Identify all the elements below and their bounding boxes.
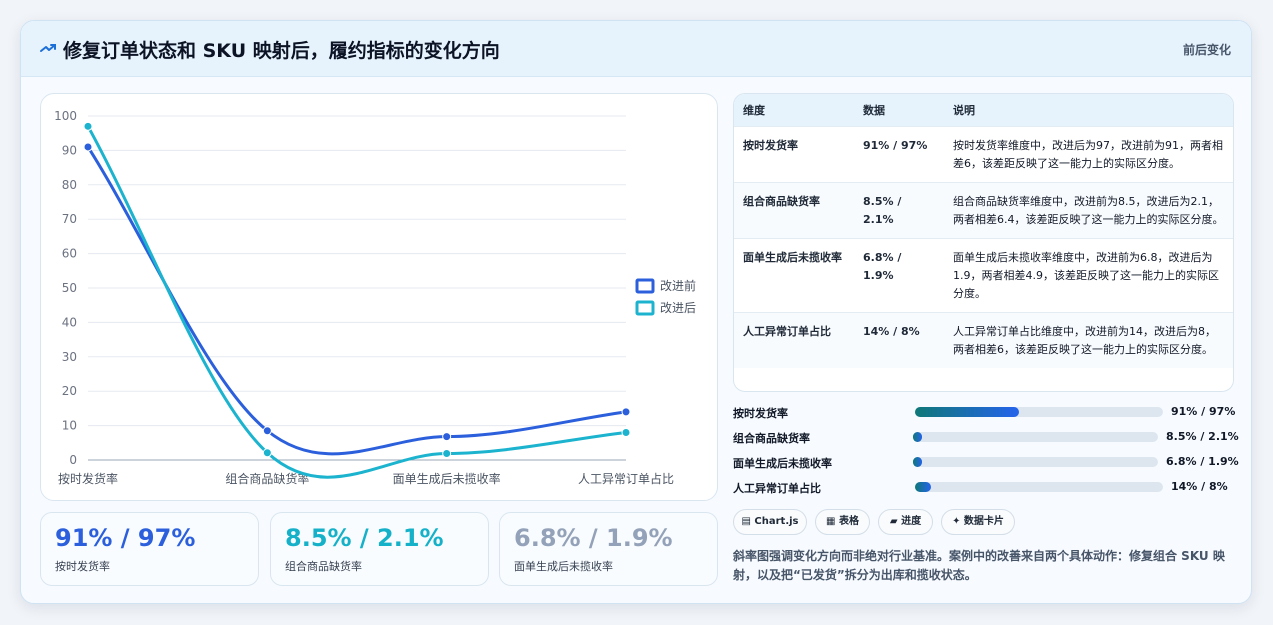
kpi-label: 面单生成后未揽收率: [514, 560, 613, 573]
progress-track: [913, 457, 1158, 467]
table-row: 组合商品缺货率 8.5% / 2.1% 组合商品缺货率维度中，改进前为8.5，改…: [734, 181, 1233, 238]
data-point: [621, 407, 631, 417]
column-header: 说明: [944, 94, 1233, 126]
column-header: 数据: [854, 94, 944, 126]
y-tick-label: 60: [62, 247, 77, 261]
data-point: [83, 121, 93, 131]
data-table-container: 维度 数据 说明 按时发货率 91% / 97% 按时发货率维度中，改进后为97…: [733, 93, 1234, 392]
progress-row: 面单生成后未揽收率 6.8% / 1.9%: [733, 453, 1239, 478]
progress-value: 91% / 97%: [1171, 405, 1236, 418]
data-point: [442, 432, 452, 442]
y-tick-label: 40: [62, 315, 77, 329]
y-tick-label: 0: [69, 453, 77, 467]
header-badge: 前后变化: [1182, 43, 1231, 57]
table-row: 按时发货率 91% / 97% 按时发货率维度中，改进后为97，改进前为91，两…: [734, 125, 1233, 182]
table-row: 人工异常订单占比 14% / 8% 人工异常订单占比维度中，改进前为14，改进后…: [734, 311, 1233, 368]
progress-track: [915, 482, 1163, 492]
table-header-row: 维度 数据 说明: [734, 94, 1233, 126]
data-point: [262, 426, 272, 436]
y-tick-label: 20: [62, 384, 77, 398]
chart-note: 斜率图强调变化方向而非绝对行业基准。案例中的改善来自两个具体动作：修复组合 SK…: [733, 549, 1225, 582]
chart-svg: 0 10 20 30 40 50 60 70 80 90 100 按时发货率 组合商品缺货率 面单生成后未…: [54, 109, 696, 486]
progress-bars: 按时发货率 91% / 97% 组合商品缺货率 8.5% / 2.1% 面单生成…: [733, 403, 1239, 503]
progress-fill: [915, 482, 932, 492]
data-point: [83, 142, 93, 152]
y-tick-label: 70: [62, 212, 77, 226]
progress-label: 组合商品缺货率: [733, 432, 810, 445]
kpi-label: 组合商品缺货率: [285, 560, 362, 573]
table-button[interactable]: ▦ 表格: [815, 509, 870, 535]
y-tick-label: 90: [62, 143, 77, 157]
legend-swatch: [635, 300, 655, 316]
table-cell-data: 8.5% / 2.1%: [854, 181, 944, 238]
table-cell-data: 91% / 97%: [854, 125, 944, 182]
x-tick-label: 面单生成后未揽收率: [393, 471, 501, 486]
card-header: 修复订单状态和 SKU 映射后，履约指标的变化方向 前后变化: [21, 21, 1251, 77]
progress-track: [913, 432, 1158, 442]
table-cell-data: 6.8% / 1.9%: [854, 237, 944, 312]
data-point: [442, 448, 452, 458]
kpi-value: 6.8% / 1.9%: [514, 524, 673, 552]
kpi-card-2: 8.5% / 2.1% 组合商品缺货率: [270, 512, 489, 586]
progress-track: [915, 407, 1163, 417]
table-cell-dimension: 按时发货率: [734, 125, 854, 182]
y-tick-label: 10: [62, 419, 77, 433]
page-title: 修复订单状态和 SKU 映射后，履约指标的变化方向: [63, 40, 500, 62]
trend-icon: [40, 44, 56, 52]
table-cell-description: 按时发货率维度中，改进后为97，改进前为91，两者相差6，该差距反映了这一能力上…: [944, 125, 1233, 182]
kpi-value: 8.5% / 2.1%: [285, 524, 444, 552]
x-tick-label: 按时发货率: [58, 471, 118, 486]
table-row: 面单生成后未揽收率 6.8% / 1.9% 面单生成后未揽收率维度中，改进前为6…: [734, 237, 1233, 312]
progress-fill: [913, 457, 922, 467]
series-line-1: [86, 146, 627, 456]
data-point: [262, 448, 272, 458]
legend-label: 改进前: [660, 278, 696, 293]
data-point: [621, 427, 631, 437]
line-chart: 0 10 20 30 40 50 60 70 80 90 100 按时发货率 组合商品缺货率 面单生成后未…: [40, 93, 718, 501]
series-line-2: [86, 125, 627, 479]
data-cards-button[interactable]: ✦ 数据卡片: [941, 509, 1015, 535]
progress-label: 人工异常订单占比: [733, 482, 821, 495]
progress-row: 组合商品缺货率 8.5% / 2.1%: [733, 428, 1239, 453]
y-tick-label: 50: [62, 281, 77, 295]
table-cell-dimension: 面单生成后未揽收率: [734, 237, 854, 312]
table-cell-description: 人工异常订单占比维度中，改进前为14，改进后为8，两者相差6，该差距反映了这一能…: [944, 311, 1233, 368]
progress-label: 按时发货率: [733, 407, 788, 420]
y-tick-label: 30: [62, 350, 77, 364]
y-tick-label: 80: [62, 178, 77, 192]
kpi-card-1: 91% / 97% 按时发货率: [40, 512, 259, 586]
kpi-value: 91% / 97%: [55, 524, 196, 552]
chartjs-button[interactable]: ▤ Chart.js: [733, 509, 807, 535]
progress-fill: [915, 407, 1020, 417]
kpi-card-3: 6.8% / 1.9% 面单生成后未揽收率: [499, 512, 718, 586]
progress-row: 按时发货率 91% / 97%: [733, 403, 1238, 428]
progress-label: 面单生成后未揽收率: [733, 457, 832, 470]
progress-value: 6.8% / 1.9%: [1166, 455, 1239, 468]
table-cell-dimension: 人工异常订单占比: [734, 311, 854, 368]
column-header: 维度: [734, 94, 854, 126]
legend-label: 改进后: [660, 301, 696, 315]
table-cell-dimension: 组合商品缺货率: [734, 181, 854, 238]
x-tick-label: 人工异常订单占比: [578, 471, 674, 486]
y-tick-label: 100: [54, 109, 77, 123]
progress-value: 14% / 8%: [1171, 480, 1228, 493]
main-card: 修复订单状态和 SKU 映射后，履约指标的变化方向 前后变化 0 10 20 30 40…: [20, 20, 1252, 604]
x-tick-label: 组合商品缺货率: [225, 471, 309, 486]
table-cell-description: 组合商品缺货率维度中，改进前为8.5，改进后为2.1，两者相差6.4，该差距反映…: [944, 181, 1233, 238]
progress-button[interactable]: ▰ 进度: [878, 509, 933, 535]
kpi-label: 按时发货率: [55, 560, 110, 573]
table-cell-data: 14% / 8%: [854, 311, 944, 368]
progress-row: 人工异常订单占比 14% / 8%: [733, 478, 1238, 503]
data-table: 维度 数据 说明 按时发货率 91% / 97% 按时发货率维度中，改进后为97…: [734, 94, 1233, 368]
progress-fill: [913, 432, 922, 442]
progress-value: 8.5% / 2.1%: [1166, 430, 1239, 443]
legend-swatch: [635, 278, 655, 294]
table-cell-description: 面单生成后未揽收率维度中，改进前为6.8，改进后为1.9，两者相差4.9，该差距…: [944, 237, 1233, 312]
